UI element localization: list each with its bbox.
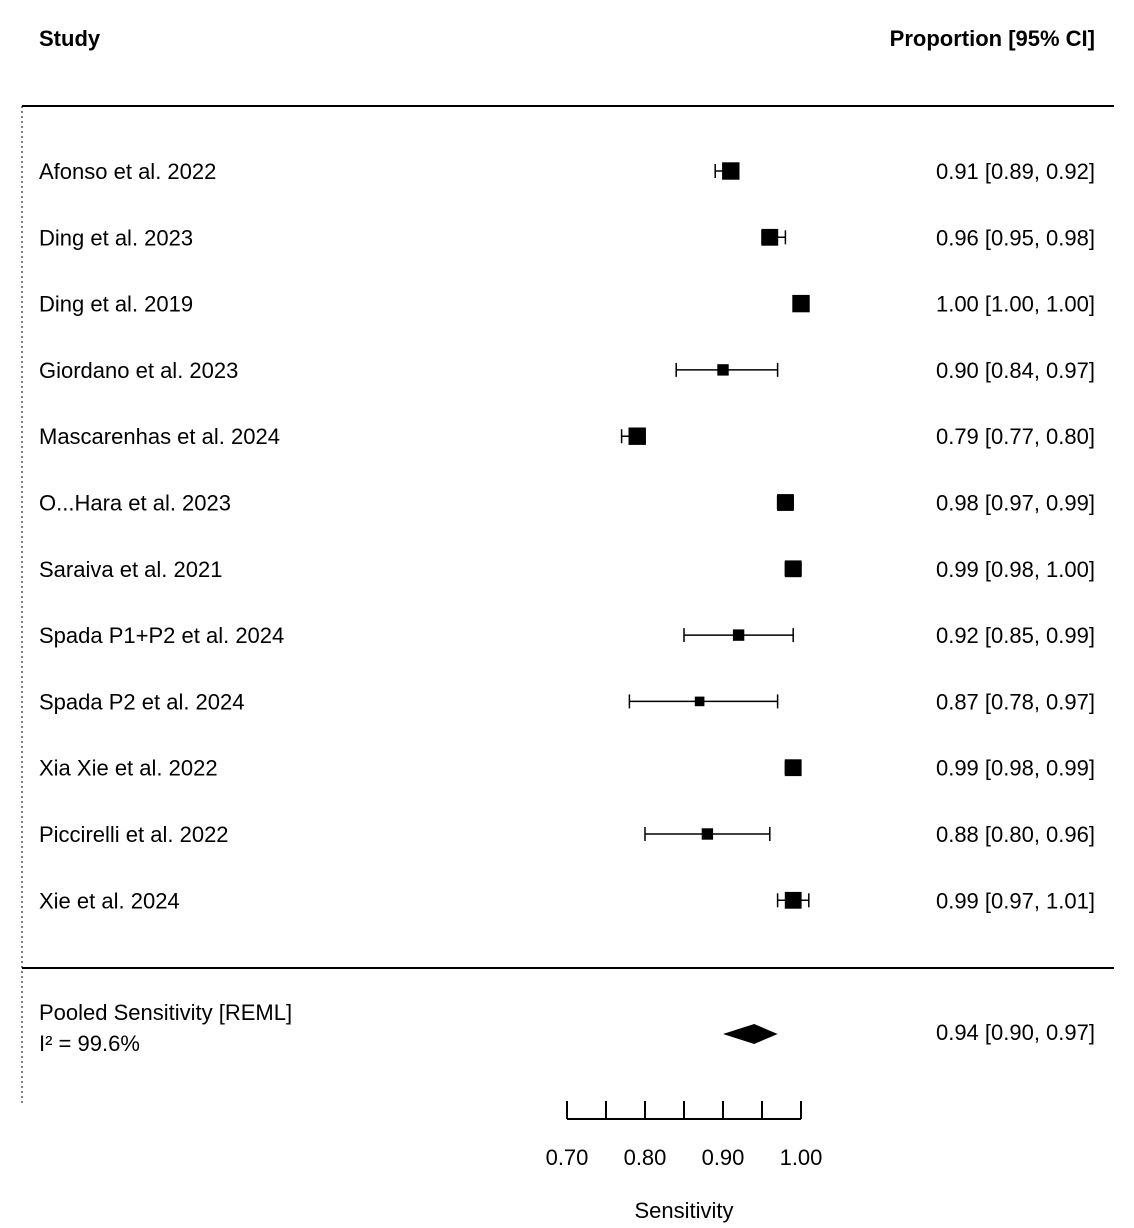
x-tick-label: 0.70 — [546, 1145, 589, 1170]
study-row: Afonso et al. 2022 0.91 [0.89, 0.92] — [39, 159, 1095, 184]
study-label: Mascarenhas et al. 2024 — [39, 424, 280, 449]
ci-text: 0.90 [0.84, 0.97] — [936, 358, 1095, 383]
estimate-marker — [628, 427, 646, 445]
study-row: Spada P2 et al. 2024 0.87 [0.78, 0.97] — [39, 689, 1095, 714]
estimate-marker — [784, 560, 802, 578]
study-label: Saraiva et al. 2021 — [39, 557, 222, 582]
ci-text: 0.88 [0.80, 0.96] — [936, 822, 1095, 847]
study-label: Xie et al. 2024 — [39, 888, 180, 913]
estimate-marker — [722, 162, 740, 180]
ci-text: 0.87 [0.78, 0.97] — [936, 689, 1095, 714]
study-rows: Afonso et al. 2022 0.91 [0.89, 0.92] Ding … — [39, 159, 1095, 913]
study-row: Saraiva et al. 2021 0.99 [0.98, 1.00] — [39, 557, 1095, 582]
estimate-marker — [732, 629, 745, 641]
pooled-label: Pooled Sensitivity [REML] — [39, 1000, 292, 1025]
ci-text: 0.99 [0.97, 1.01] — [936, 888, 1095, 913]
study-label: Afonso et al. 2022 — [39, 159, 216, 184]
study-row: Spada P1+P2 et al. 2024 0.92 [0.85, 0.99] — [39, 623, 1095, 648]
ci-text: 1.00 [1.00, 1.00] — [936, 292, 1095, 317]
estimate-marker — [777, 494, 794, 511]
study-label: Ding et al. 2023 — [39, 225, 193, 250]
header-study: Study — [39, 26, 101, 51]
estimate-marker — [701, 828, 714, 840]
ci-text: 0.92 [0.85, 0.99] — [936, 623, 1095, 648]
header-estimate: Proportion [95% CI] — [890, 26, 1095, 51]
study-label: Xia Xie et al. 2022 — [39, 756, 218, 781]
study-label: Spada P1+P2 et al. 2024 — [39, 623, 284, 648]
ci-text: 0.91 [0.89, 0.92] — [936, 159, 1095, 184]
study-label: O...Hara et al. 2023 — [39, 491, 231, 516]
estimate-marker — [792, 294, 810, 313]
ci-text: 0.98 [0.97, 0.99] — [936, 491, 1095, 516]
study-row: O...Hara et al. 2023 0.98 [0.97, 0.99] — [39, 491, 1095, 516]
x-tick-label: 1.00 — [780, 1145, 823, 1170]
study-row: Giordano et al. 2023 0.90 [0.84, 0.97] — [39, 358, 1095, 383]
estimate-marker — [717, 364, 729, 376]
study-label: Spada P2 et al. 2024 — [39, 689, 245, 714]
ci-text: 0.79 [0.77, 0.80] — [936, 424, 1095, 449]
estimate-marker — [784, 759, 802, 777]
pooled-ci-text: 0.94 [0.90, 0.97] — [936, 1020, 1095, 1045]
x-axis-label: Sensitivity — [634, 1198, 733, 1223]
ci-text: 0.99 [0.98, 1.00] — [936, 557, 1095, 582]
study-row: Ding et al. 2023 0.96 [0.95, 0.98] — [39, 225, 1095, 250]
study-row: Piccirelli et al. 2022 0.88 [0.80, 0.96] — [39, 822, 1095, 847]
x-axis: 0.70 0.80 0.90 1.00 — [546, 1101, 823, 1170]
study-row: Xia Xie et al. 2022 0.99 [0.98, 0.99] — [39, 756, 1095, 781]
estimate-marker — [694, 696, 705, 707]
study-row: Xie et al. 2024 0.99 [0.97, 1.01] — [39, 888, 1095, 913]
heterogeneity-label: I² = 99.6% — [39, 1031, 140, 1056]
study-row: Ding et al. 2019 1.00 [1.00, 1.00] — [39, 292, 1095, 317]
estimate-marker — [784, 891, 802, 909]
pooled-diamond — [723, 1024, 778, 1044]
estimate-marker — [761, 228, 779, 246]
study-label: Giordano et al. 2023 — [39, 358, 238, 383]
study-label: Piccirelli et al. 2022 — [39, 822, 229, 847]
ci-text: 0.96 [0.95, 0.98] — [936, 225, 1095, 250]
x-tick-label: 0.90 — [702, 1145, 745, 1170]
x-tick-label: 0.80 — [624, 1145, 667, 1170]
study-label: Ding et al. 2019 — [39, 292, 193, 317]
study-row: Mascarenhas et al. 2024 0.79 [0.77, 0.80] — [39, 424, 1095, 449]
ci-text: 0.99 [0.98, 0.99] — [936, 756, 1095, 781]
